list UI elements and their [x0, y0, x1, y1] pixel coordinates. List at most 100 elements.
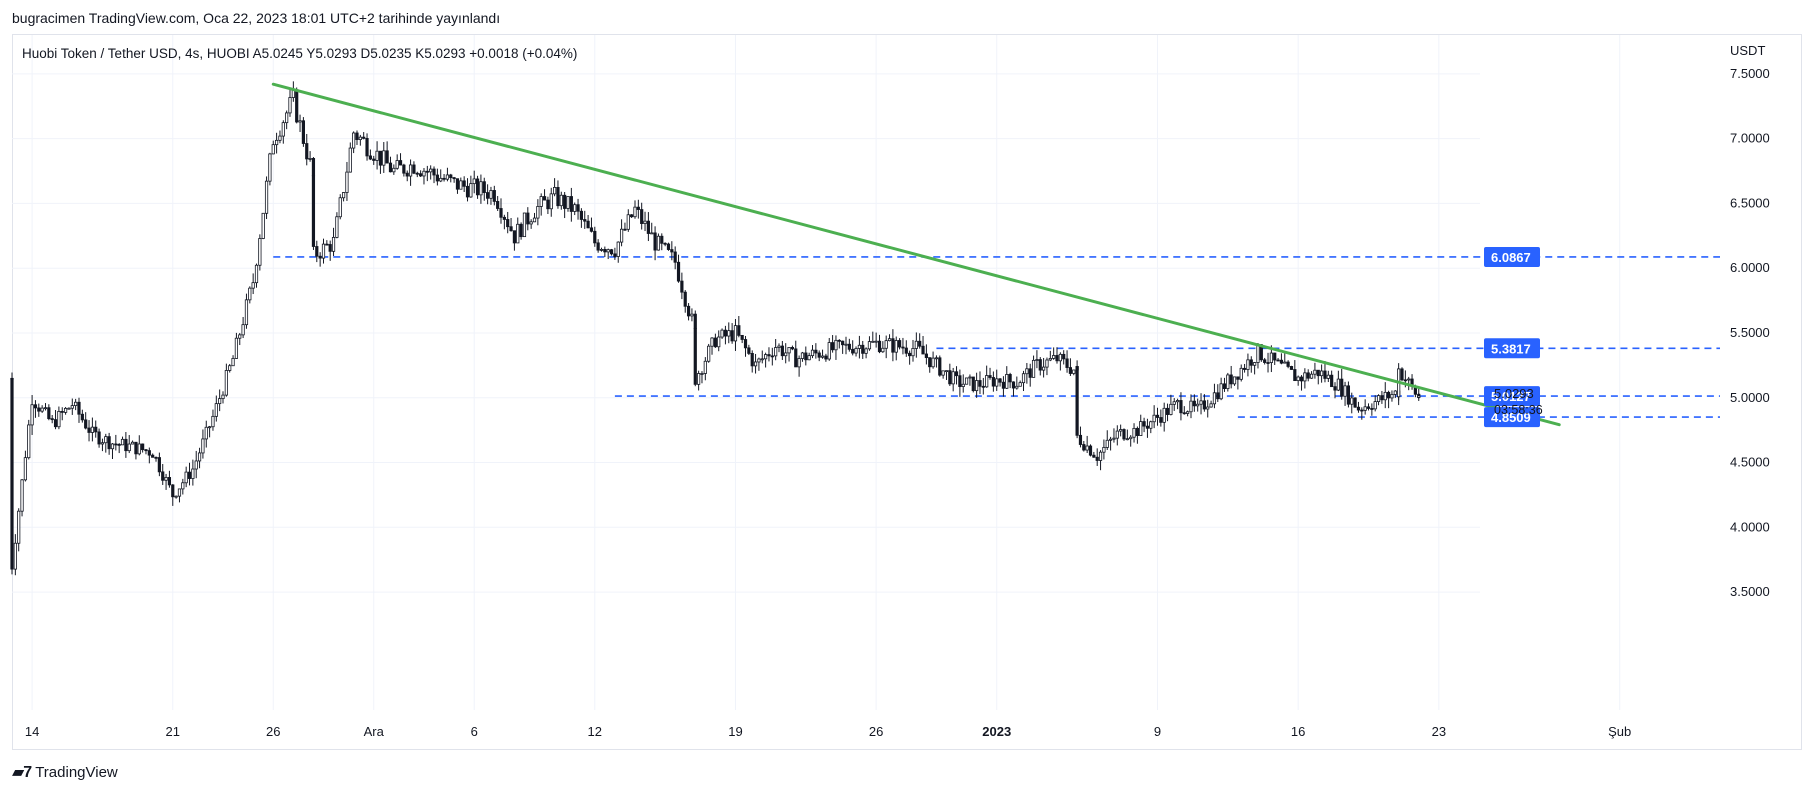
candle [452, 176, 456, 183]
candle-body [666, 243, 671, 250]
candle [151, 453, 155, 458]
candle [938, 355, 942, 377]
candle-body [288, 97, 292, 114]
candle-body [1011, 381, 1016, 389]
candle-body [358, 136, 362, 140]
candle [1135, 426, 1139, 444]
candle [1209, 400, 1213, 408]
candle [606, 248, 610, 260]
candle [271, 140, 275, 155]
price-badge: 4.8509 [1484, 407, 1540, 428]
candle [1102, 439, 1106, 460]
candle [767, 347, 771, 362]
candle [1005, 366, 1009, 389]
candle [1159, 409, 1163, 427]
candle-body [151, 454, 155, 458]
candle-body [740, 334, 744, 340]
candle-body [40, 407, 44, 412]
candle [817, 350, 821, 362]
candle [847, 338, 851, 352]
candle [1038, 357, 1042, 376]
candle [790, 345, 795, 351]
candle-body [1025, 368, 1029, 375]
candle [30, 395, 34, 435]
candle-body [47, 407, 51, 420]
candle-body [1286, 361, 1290, 367]
candle-body [1239, 367, 1243, 380]
candle [67, 407, 71, 410]
candle [1212, 383, 1217, 409]
candle-body [991, 377, 995, 387]
candle-body [127, 443, 131, 452]
candle [43, 403, 48, 411]
candle-body [1035, 359, 1039, 361]
candle [1346, 381, 1351, 408]
candle [107, 432, 111, 455]
candle-body [462, 180, 466, 187]
candle [1028, 363, 1032, 387]
candle [1383, 382, 1387, 409]
candle [703, 357, 707, 381]
candle [1132, 423, 1136, 443]
candle [248, 286, 252, 304]
candle [365, 133, 369, 161]
candle [1155, 407, 1160, 426]
candle [228, 363, 232, 373]
candle [80, 409, 84, 423]
candle-body [1072, 369, 1076, 374]
candle-body [599, 248, 604, 251]
candle [827, 337, 831, 361]
candle [1115, 425, 1119, 446]
candle [234, 332, 239, 359]
candle [1366, 403, 1371, 411]
candle [1340, 368, 1344, 400]
candle [335, 212, 339, 239]
candle-body [1078, 434, 1083, 445]
candle-body [211, 415, 215, 428]
candle [1142, 417, 1146, 433]
candle-body [717, 336, 721, 348]
candle-body [948, 370, 952, 385]
candle-body [958, 375, 962, 387]
candle-body [1316, 369, 1320, 377]
candle-body [161, 471, 165, 481]
candle-body [1115, 430, 1119, 439]
candle-body [1273, 352, 1277, 361]
candle-body [248, 287, 252, 301]
candle-body [496, 201, 500, 209]
candle [84, 412, 88, 430]
candle-body [1055, 355, 1059, 362]
candle-body [94, 426, 98, 433]
candle [686, 303, 691, 321]
candle [368, 149, 372, 161]
candle [392, 164, 396, 175]
candle-body [1105, 439, 1109, 448]
candle-body [1172, 401, 1176, 405]
candle [244, 293, 249, 329]
candle-body [321, 243, 326, 259]
time-tick-label: 2023 [982, 724, 1011, 739]
candle-body [405, 172, 409, 177]
candle-body [298, 120, 302, 123]
candle [884, 335, 888, 359]
candle-body [1186, 411, 1190, 414]
candle-body [770, 355, 774, 358]
candle-body [1008, 374, 1012, 383]
candle [1256, 342, 1260, 369]
candle [1011, 381, 1016, 397]
candle-body [603, 248, 607, 253]
candle-body [130, 441, 135, 445]
candle-body [975, 380, 979, 392]
candle [579, 208, 583, 228]
candle-body [1242, 367, 1247, 370]
candle [341, 191, 346, 202]
brand[interactable]: ▰7 TradingView [12, 762, 118, 782]
candle-body [814, 349, 818, 354]
candle [1186, 410, 1190, 417]
candle-body [1122, 429, 1126, 440]
candle-body [338, 197, 342, 218]
candle-body [17, 510, 21, 544]
candle [1165, 403, 1170, 422]
candle-body [1256, 344, 1260, 363]
